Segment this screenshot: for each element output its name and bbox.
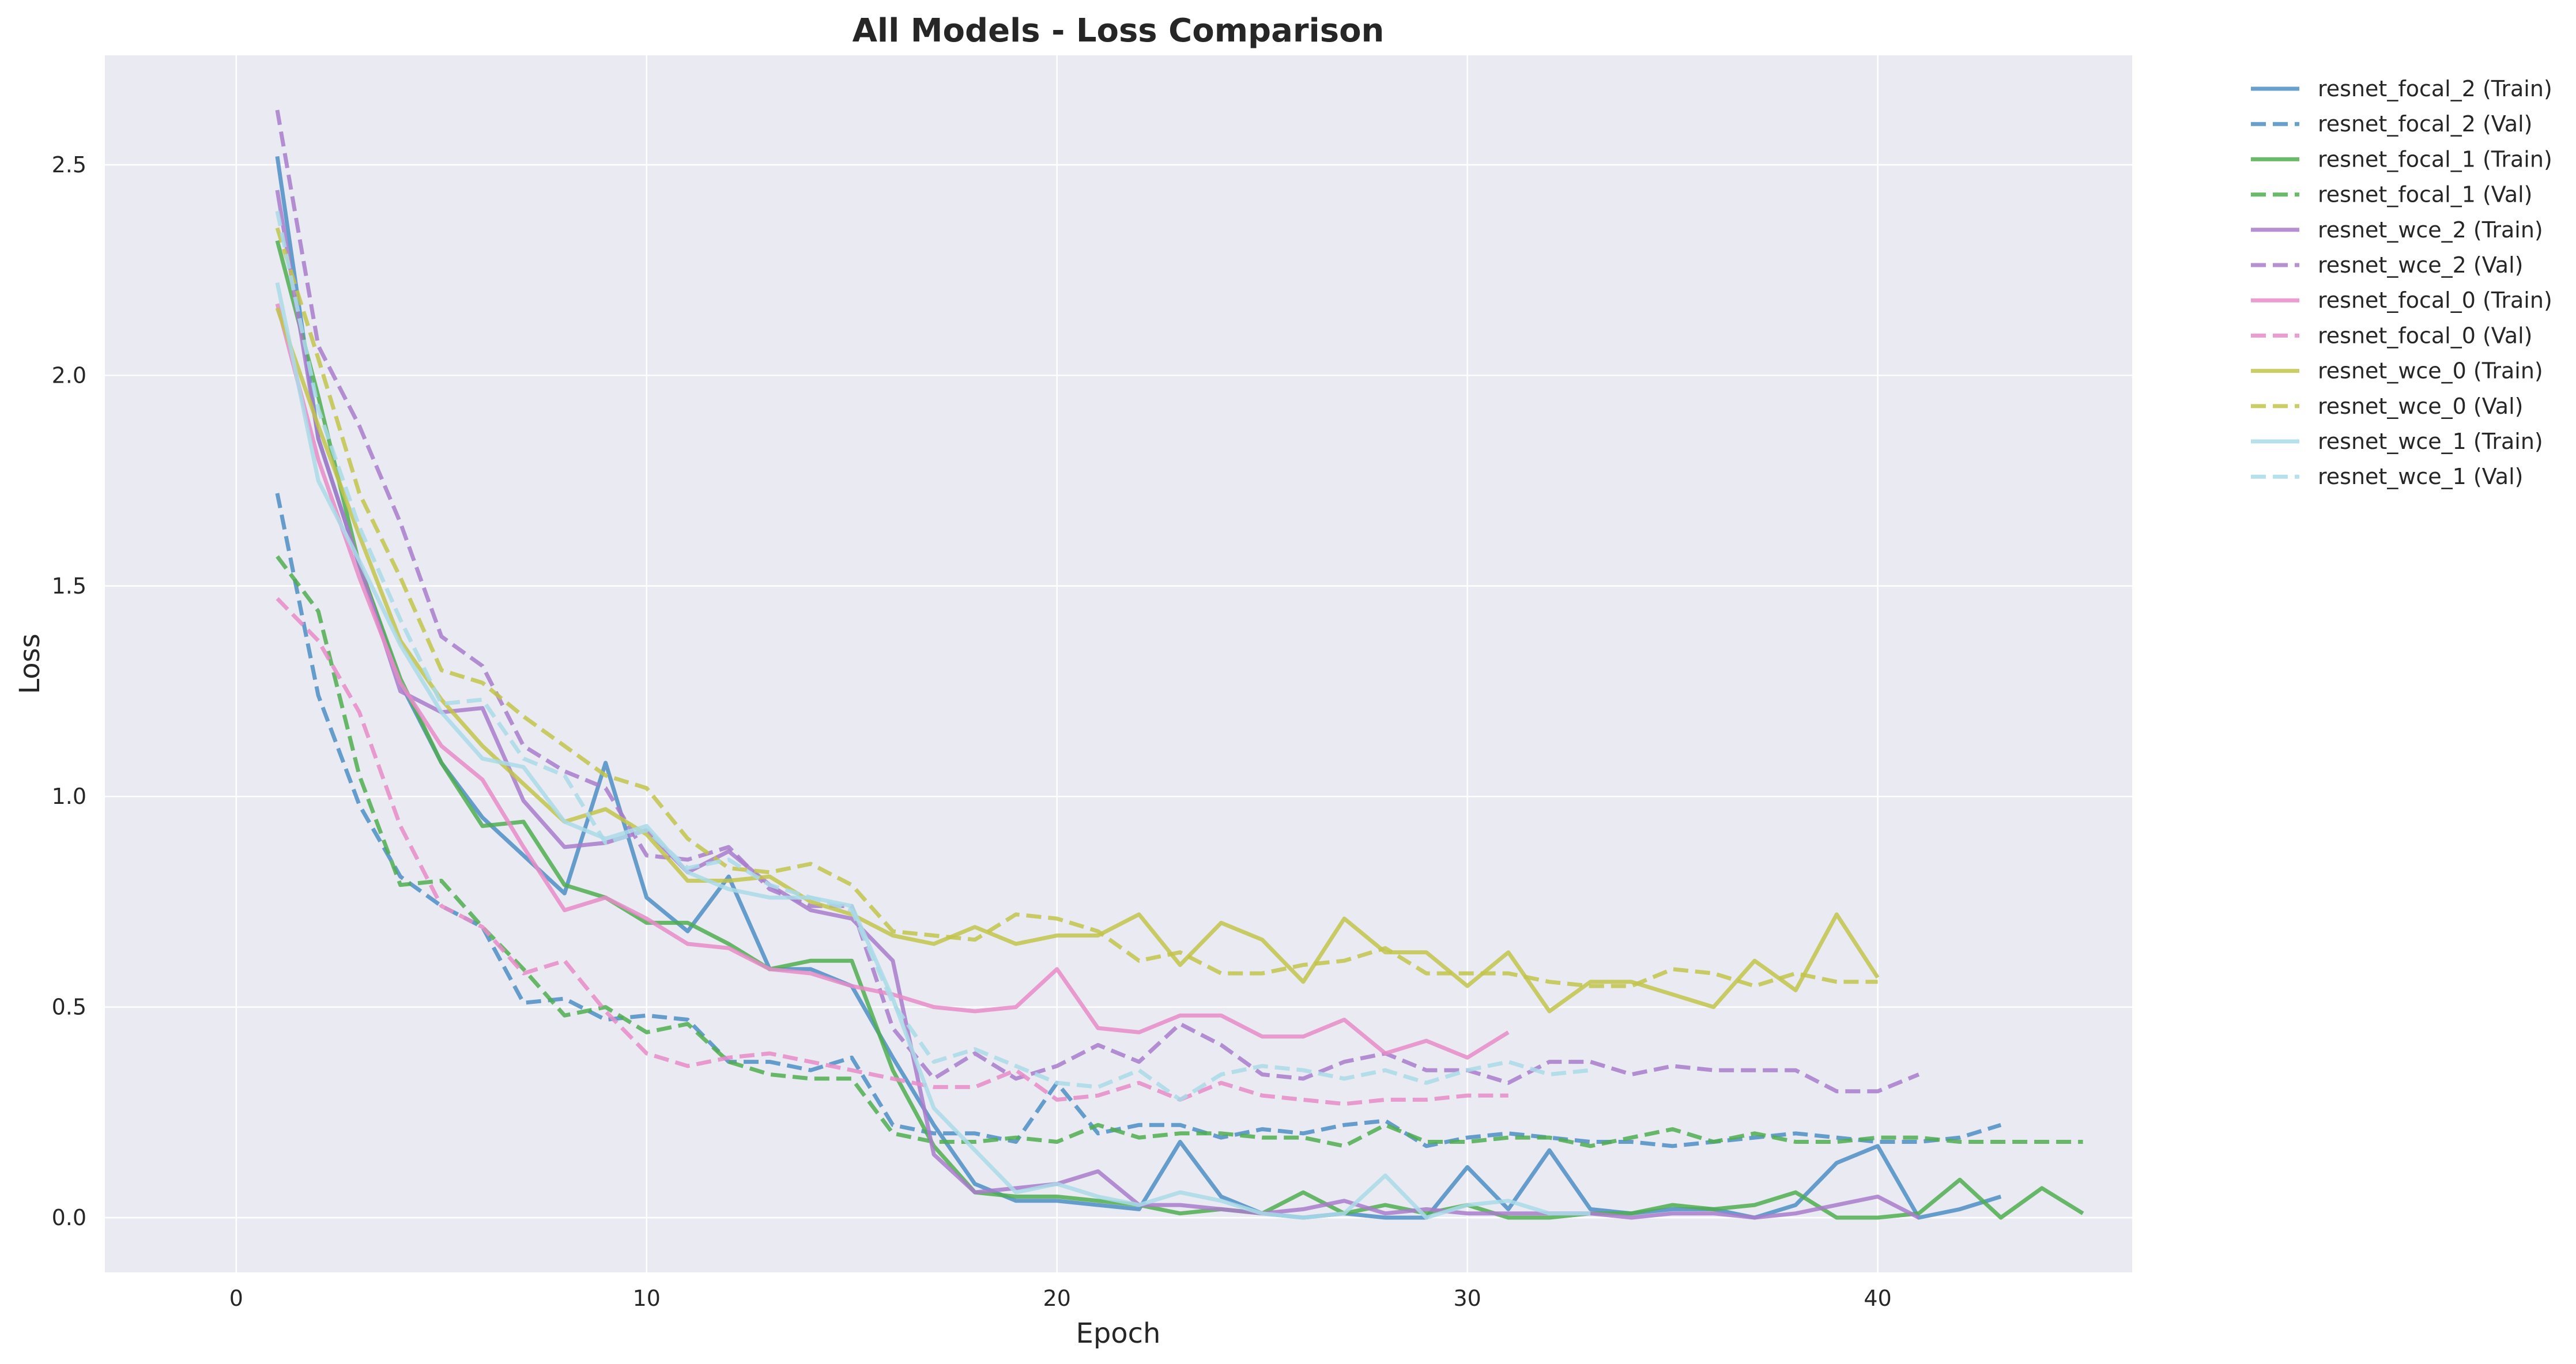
series-lines <box>275 109 2084 1220</box>
y-tick-label: 2.5 <box>52 152 86 177</box>
x-tick-label: 40 <box>1864 1286 1891 1311</box>
legend-label: resnet_focal_1 (Val) <box>2318 182 2533 207</box>
legend-label: resnet_wce_1 (Val) <box>2318 464 2523 489</box>
y-tick-label: 1.5 <box>52 573 86 599</box>
y-tick-label: 0.0 <box>52 1205 86 1230</box>
legend-label: resnet_focal_0 (Train) <box>2318 288 2552 313</box>
legend-label: resnet_focal_0 (Val) <box>2318 323 2533 348</box>
series-line-5 <box>275 109 1920 1094</box>
series-line-9 <box>275 227 1878 988</box>
tick-labels: 0 10 20 30 40 0.0 0.5 1.0 1.5 2.0 2.5 <box>52 152 1892 1311</box>
legend-label: resnet_wce_2 (Val) <box>2318 252 2523 278</box>
grid-lines <box>105 55 2132 1272</box>
legend: resnet_focal_2 (Train) resnet_focal_2 (Va… <box>2251 76 2552 489</box>
series-line-10 <box>275 282 1591 1220</box>
x-tick-label: 20 <box>1043 1286 1071 1311</box>
chart-title: All Models - Loss Comparison <box>853 12 1385 50</box>
series-line-2 <box>275 240 2084 1220</box>
y-tick-label: 1.0 <box>52 784 86 809</box>
x-tick-label: 10 <box>633 1286 661 1311</box>
legend-label: resnet_focal_1 (Train) <box>2318 146 2552 172</box>
series-line-8 <box>275 307 1880 1014</box>
legend-label: resnet_wce_2 (Train) <box>2318 217 2543 243</box>
legend-label: resnet_wce_0 (Val) <box>2318 394 2523 419</box>
legend-label: resnet_wce_0 (Train) <box>2318 358 2543 384</box>
legend-label: resnet_wce_1 (Train) <box>2318 429 2543 454</box>
series-line-3 <box>276 555 2083 1148</box>
x-tick-label: 30 <box>1453 1286 1481 1311</box>
y-axis-label: Loss <box>14 633 46 694</box>
legend-label: resnet_focal_2 (Train) <box>2318 76 2552 101</box>
series-line-7 <box>276 597 1508 1106</box>
y-tick-label: 2.0 <box>52 362 86 388</box>
y-tick-label: 0.5 <box>52 995 86 1020</box>
series-line-4 <box>275 190 1920 1220</box>
x-axis-label: Epoch <box>1076 1317 1161 1350</box>
series-line-11 <box>275 210 1591 1102</box>
legend-label: resnet_focal_2 (Val) <box>2318 111 2533 137</box>
x-tick-label: 0 <box>229 1286 243 1311</box>
